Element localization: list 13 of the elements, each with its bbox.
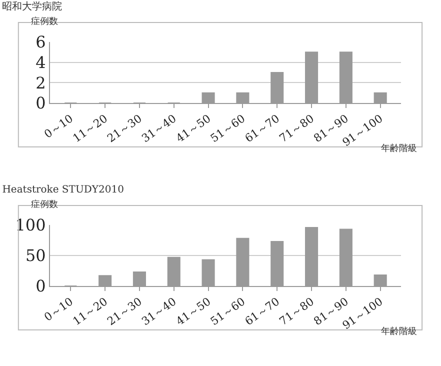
y-tick-label: 6 <box>36 32 46 52</box>
x-axis-title: 年齢階級 <box>381 326 417 337</box>
y-tick-label: 2 <box>36 73 46 92</box>
y-axis-title: 症例数 <box>31 199 58 210</box>
chart-title: 昭和大学病院 <box>2 0 62 13</box>
y-axis-title: 症例数 <box>31 16 58 27</box>
y-tick-label: 0 <box>36 276 46 296</box>
y-tick-label: 50 <box>25 246 46 266</box>
x-axis-title: 年齢階級 <box>381 143 417 154</box>
chart-title: Heatstroke STUDY2010 <box>2 184 124 196</box>
y-tick-label: 0 <box>36 94 46 113</box>
y-tick-label: 4 <box>36 52 46 72</box>
y-tick-label: 100 <box>15 216 46 235</box>
